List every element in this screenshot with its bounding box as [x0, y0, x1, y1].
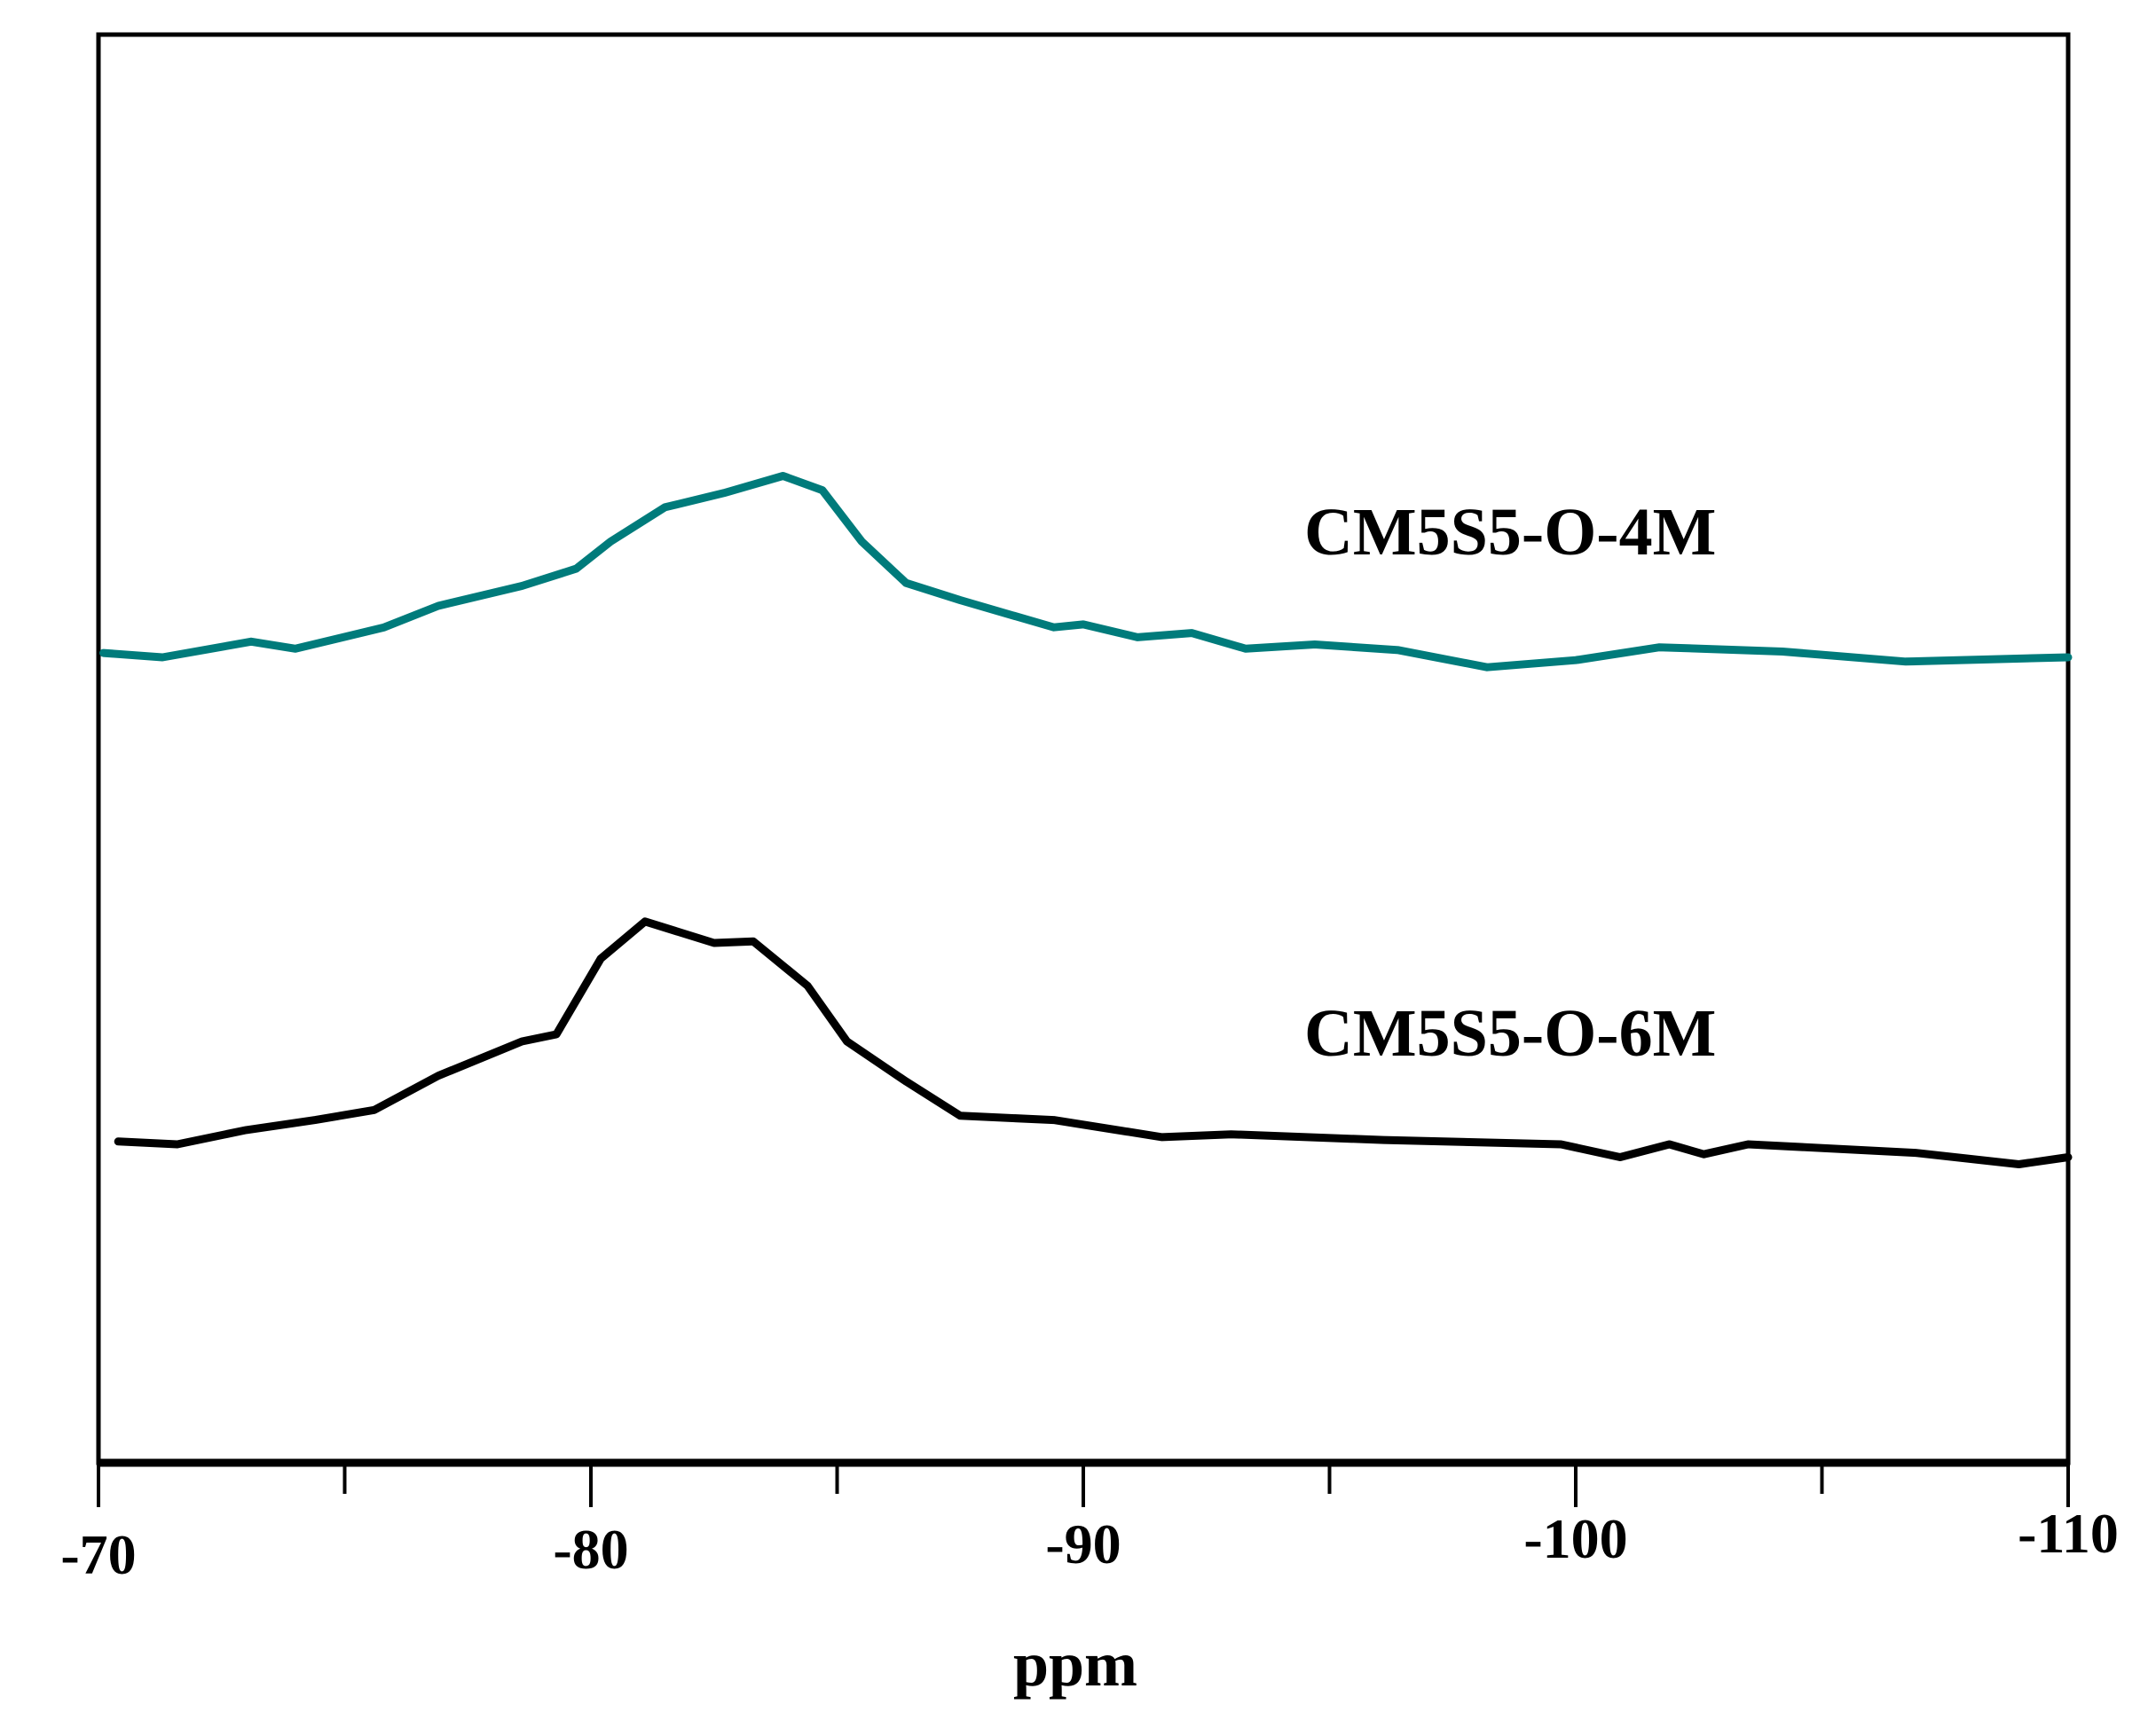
x-tick-label: -80 — [553, 1518, 628, 1581]
series-line-CM5S5-O-4M — [99, 472, 2073, 672]
series-label-4m: CM5S5-O-4M — [1304, 495, 1716, 570]
x-axis-label: ppm — [1013, 1629, 1137, 1700]
x-tick-label: -110 — [2018, 1502, 2119, 1565]
x-tick-label: -100 — [1523, 1507, 1627, 1570]
series-line-CM5S5-O-6M — [114, 917, 2073, 1168]
plot-frame — [96, 32, 2071, 1465]
x-tick-label: -70 — [60, 1523, 136, 1586]
x-tick-label: -90 — [1045, 1512, 1121, 1575]
series-label-6m: CM5S5-O-6M — [1304, 996, 1716, 1071]
